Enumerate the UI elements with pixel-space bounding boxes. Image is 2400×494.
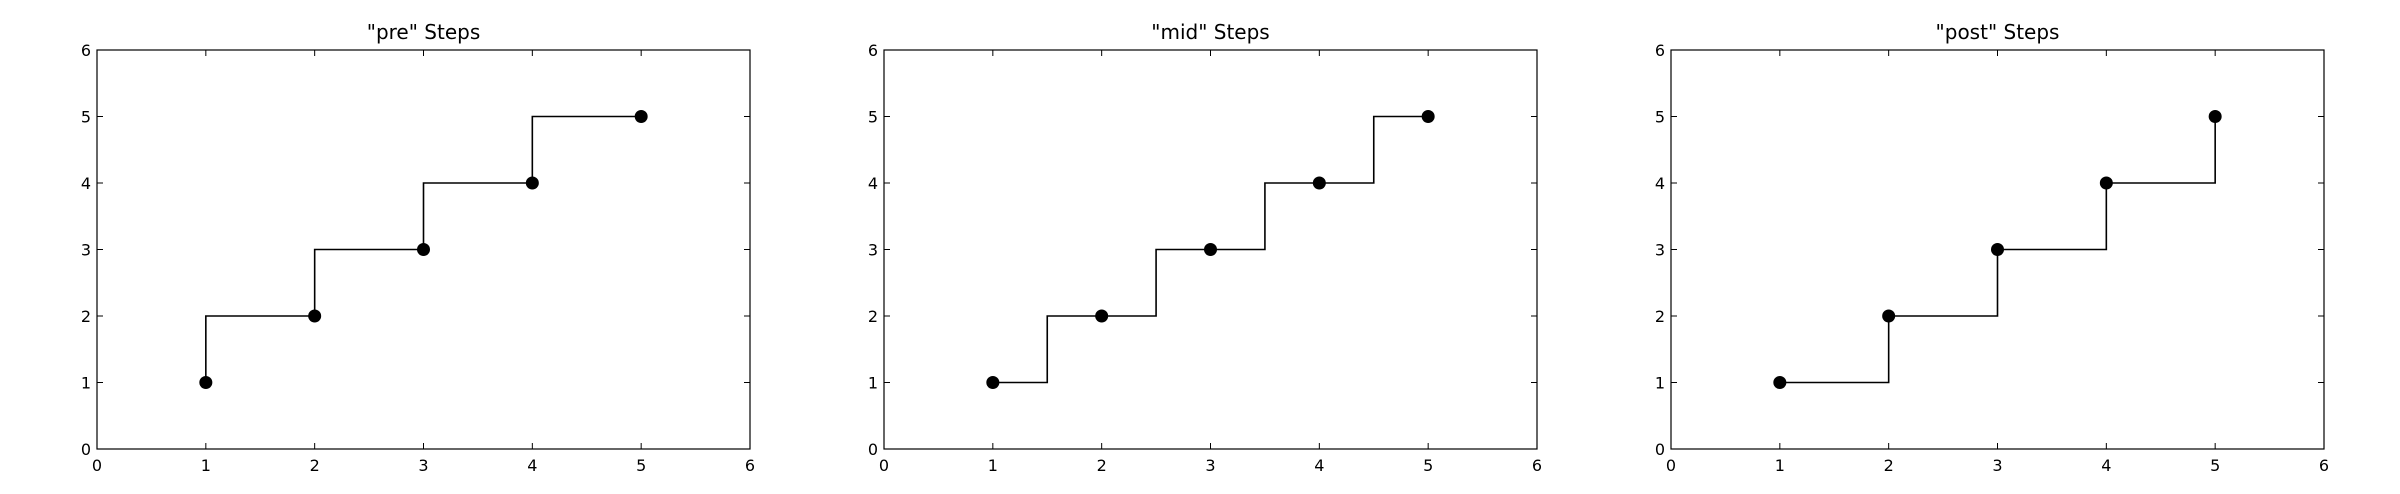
x-tick-label: 6 — [1532, 456, 1542, 475]
y-tick-label: 4 — [1655, 174, 1665, 193]
y-tick-label: 5 — [868, 108, 878, 127]
data-point-marker — [1773, 376, 1787, 389]
data-point-marker — [1312, 176, 1326, 190]
y-tick-label: 6 — [1655, 41, 1665, 60]
data-point-marker — [1204, 243, 1217, 256]
data-point-marker — [525, 176, 539, 190]
y-tick-label: 6 — [81, 41, 91, 60]
x-tick-label: 3 — [1992, 456, 2002, 475]
data-point-marker — [199, 376, 213, 389]
y-tick-label: 1 — [1655, 374, 1665, 393]
y-tick-label: 2 — [81, 307, 91, 326]
data-point-marker — [634, 110, 648, 123]
y-tick-label: 1 — [868, 374, 878, 393]
data-point-marker — [2099, 176, 2113, 190]
data-point-marker — [1991, 243, 2004, 256]
y-tick-label: 6 — [868, 41, 878, 60]
chart-title: "pre" Steps — [367, 20, 481, 44]
x-tick-label: 0 — [92, 456, 102, 475]
data-point-marker — [417, 243, 430, 256]
x-tick-label: 1 — [1775, 456, 1785, 475]
y-tick-label: 0 — [1655, 440, 1665, 459]
data-point-marker — [2208, 110, 2222, 123]
chart-panel-pre: "pre" Steps 0 1 2 3 4 5 6 0 1 2 3 4 5 6 — [81, 20, 755, 475]
y-tick-label: 2 — [868, 307, 878, 326]
y-tick-label: 3 — [81, 241, 91, 260]
x-tick-label: 2 — [310, 456, 320, 475]
x-tick-label: 5 — [2210, 456, 2220, 475]
x-tick-label: 6 — [2319, 456, 2329, 475]
y-tick-label: 1 — [81, 374, 91, 393]
chart-panel-post: "post" Steps 0 1 2 3 4 5 6 0 1 2 3 4 5 6 — [1655, 20, 2329, 475]
x-tick-label: 1 — [988, 456, 998, 475]
data-point-marker — [1882, 309, 1896, 323]
y-tick-label: 4 — [81, 174, 91, 193]
data-point-marker — [986, 376, 1000, 389]
x-tick-label: 5 — [1423, 456, 1433, 475]
y-tick-label: 3 — [868, 241, 878, 260]
x-tick-label: 5 — [636, 456, 646, 475]
x-tick-label: 2 — [1097, 456, 1107, 475]
y-tick-label: 4 — [868, 174, 878, 193]
data-point-marker — [1421, 110, 1435, 123]
x-tick-label: 0 — [1666, 456, 1676, 475]
data-point-marker — [1095, 309, 1109, 323]
x-tick-label: 0 — [879, 456, 889, 475]
y-tick-label: 5 — [81, 108, 91, 127]
x-tick-label: 2 — [1884, 456, 1894, 475]
x-tick-label: 1 — [201, 456, 211, 475]
y-tick-label: 0 — [868, 440, 878, 459]
x-tick-label: 3 — [418, 456, 428, 475]
y-tick-label: 2 — [1655, 307, 1665, 326]
chart-title: "mid" Steps — [1151, 20, 1269, 44]
x-tick-label: 4 — [2101, 456, 2111, 475]
x-tick-label: 4 — [1314, 456, 1324, 475]
x-tick-label: 3 — [1205, 456, 1215, 475]
x-tick-label: 6 — [745, 456, 755, 475]
y-tick-label: 5 — [1655, 108, 1665, 127]
y-tick-label: 3 — [1655, 241, 1665, 260]
chart-panel-mid: "mid" Steps 0 1 2 3 4 5 6 0 1 2 3 4 5 6 — [868, 20, 1542, 475]
chart-title: "post" Steps — [1936, 20, 2060, 44]
data-point-marker — [308, 309, 322, 323]
x-tick-label: 4 — [527, 456, 537, 475]
y-tick-label: 0 — [81, 440, 91, 459]
